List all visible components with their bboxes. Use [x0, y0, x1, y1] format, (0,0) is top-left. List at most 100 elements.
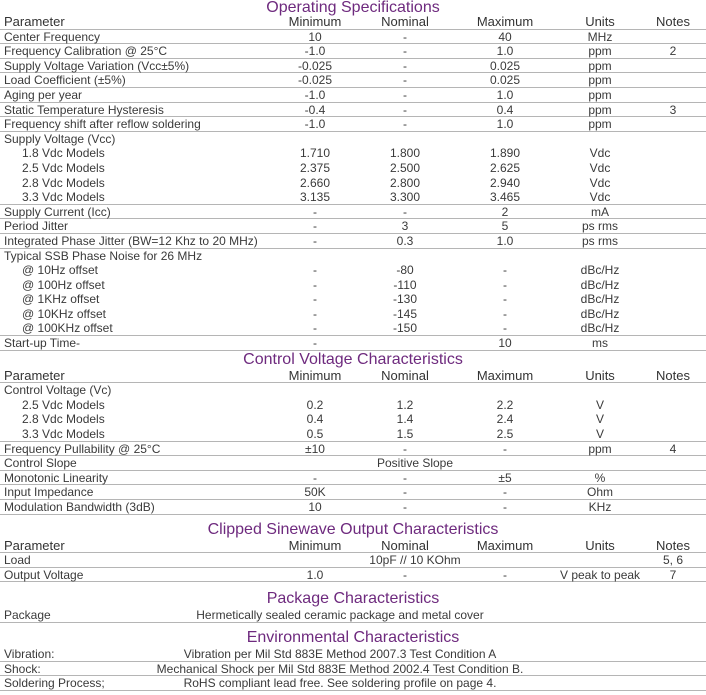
nom-cell [360, 132, 450, 147]
section-title: Control Voltage Characteristics [243, 350, 463, 368]
min-cell: - [313, 277, 317, 292]
min-cell: - [313, 233, 317, 248]
param-cell: 2.5 Vdc Models [22, 160, 105, 175]
notes-cell [640, 59, 706, 74]
units-cell [560, 383, 640, 398]
param-cell: Frequency Pullability @ 25°C [4, 441, 161, 456]
table-row: Static Temperature Hysteresis -0.4-0.4 ppm… [0, 103, 706, 118]
max-cell: 2 [501, 204, 509, 219]
table-row: Modulation Bandwidth (3dB) 10 - - KHz [0, 500, 706, 515]
section-title: Clipped Sinewave Output Characteristics [207, 520, 499, 538]
value-cell: Vibration per Mil Std 883E Method 2007.3… [183, 646, 497, 661]
section-title: Operating Specifications [266, 0, 440, 16]
units-cell [560, 249, 640, 264]
units-cell: Vdc [589, 190, 611, 205]
units-cell: ppm [588, 87, 612, 102]
nom-cell: - [403, 441, 407, 456]
header-min: Minimum [288, 537, 342, 553]
spec-section: Control Voltage Characteristics Parameter… [0, 351, 706, 515]
min-cell: 0.5 [306, 427, 324, 442]
min-cell: - [313, 292, 317, 307]
min-cell: 0.2 [306, 397, 324, 412]
max-cell: 1.0 [496, 233, 514, 248]
notes-cell [640, 117, 706, 132]
param-cell: @ 1KHz offset [22, 292, 100, 307]
max-cell: 1.0 [496, 117, 514, 132]
min-cell: -0.025 [297, 58, 333, 73]
table-row: Control Slope Positive Slope [0, 456, 706, 471]
units-cell [560, 456, 640, 471]
table-row: Aging per year -1.0-1.0 ppm [0, 88, 706, 103]
table-row: 1.8 Vdc Models 1.710 1.800 1.890 Vdc [0, 146, 706, 161]
units-cell: dBc/Hz [580, 306, 620, 321]
header-units: Units [585, 537, 615, 553]
units-cell: dBc/Hz [580, 263, 620, 278]
min-cell: -1.0 [304, 87, 326, 102]
notes-cell: 5, 6 [662, 553, 683, 568]
table-row: Start-up Time- - 10 ms [0, 336, 706, 351]
units-cell: ppm [588, 44, 612, 59]
table-row: @ 100KHz offset - -150 - dBc/Hz [0, 321, 706, 337]
merged-value-cell: Positive Slope [376, 456, 454, 471]
param-cell: Frequency shift after reflow soldering [4, 117, 201, 132]
max-cell: 3.465 [489, 190, 521, 205]
notes-cell [640, 321, 706, 336]
max-cell: ±5 [498, 470, 512, 485]
nom-cell [360, 336, 450, 351]
param-cell: Input Impedance [4, 485, 94, 500]
min-cell: - [313, 336, 317, 351]
notes-cell [640, 161, 706, 176]
notes-cell [640, 205, 706, 220]
nom-cell: 3.300 [389, 190, 421, 205]
max-cell: 1.890 [489, 146, 521, 161]
units-cell: Vdc [589, 146, 611, 161]
spec-section: Operating Specifications Parameter Minimum… [0, 0, 706, 351]
notes-cell [640, 219, 706, 234]
min-cell: 10 [308, 500, 322, 514]
notes-cell: 2 [669, 44, 677, 59]
units-cell: ppm [588, 73, 612, 88]
min-cell: -1.0 [304, 44, 326, 59]
notes-cell [640, 234, 706, 249]
notes-cell: 7 [669, 567, 677, 582]
param-cell: @ 10KHz offset [22, 306, 106, 321]
max-cell: - [503, 306, 507, 321]
units-cell: dBc/Hz [580, 321, 620, 336]
nom-cell: -110 [393, 277, 417, 292]
value-cell: RoHS compliant lead free. See soldering … [183, 676, 497, 691]
table-row: 3.3 Vdc Models 3.135 3.300 3.465 Vdc [0, 190, 706, 205]
notes-cell [640, 485, 706, 500]
max-cell: 2.940 [489, 175, 521, 190]
table-row: 2.8 Vdc Models 2.660 2.800 2.940 Vdc [0, 176, 706, 191]
notes-cell: 3 [669, 102, 677, 117]
nom-cell: - [403, 87, 407, 102]
header-notes: Notes [656, 367, 690, 383]
min-cell: - [313, 219, 317, 234]
spec-section: Environmental Characteristics Vibration: V… [0, 629, 706, 691]
max-cell: 1.0 [496, 44, 514, 59]
notes-cell [640, 146, 706, 161]
nom-cell: 1.2 [396, 397, 414, 412]
units-cell: V [595, 427, 604, 442]
nom-cell: - [403, 58, 407, 73]
param-cell: Period Jitter [4, 219, 69, 234]
notes-cell [640, 249, 706, 264]
param-cell: Supply Voltage (Vcc) [4, 131, 116, 146]
max-cell: - [503, 485, 507, 500]
units-cell: Vdc [589, 175, 611, 190]
param-cell: Output Voltage [4, 567, 84, 582]
nom-cell: - [403, 485, 407, 500]
param-cell: @ 10Hz offset [22, 263, 98, 278]
min-cell: - [313, 263, 317, 278]
max-cell: 2.625 [489, 160, 521, 175]
header-max: Maximum [476, 537, 534, 553]
max-cell [450, 383, 560, 398]
param-cell: Modulation Bandwidth (3dB) [4, 500, 155, 514]
header-param: Parameter [4, 367, 65, 383]
table-row: 2.8 Vdc Models 0.4 1.4 2.4 V [0, 412, 706, 427]
param-cell: 2.8 Vdc Models [22, 175, 105, 190]
param-cell: Control Voltage (Vc) [4, 383, 112, 398]
label-cell: Shock: [4, 661, 41, 676]
nom-cell: -145 [392, 306, 418, 321]
max-cell: 5 [501, 219, 509, 234]
